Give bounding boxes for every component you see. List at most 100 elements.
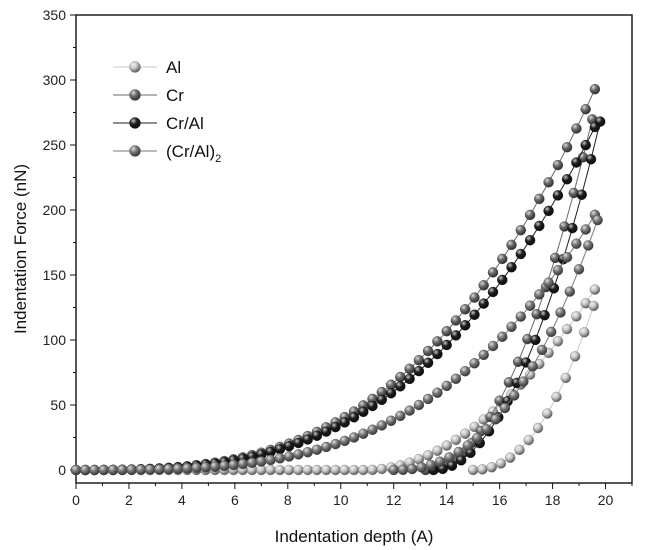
data-point: [552, 336, 564, 347]
data-point: [505, 452, 516, 463]
data-point: [543, 205, 554, 217]
data-point: [416, 462, 427, 473]
data-point: [135, 464, 147, 475]
data-point: [506, 262, 517, 273]
x-tick-label: 4: [178, 492, 186, 508]
data-point: [265, 464, 276, 476]
series-layer: [70, 83, 606, 476]
data-point: [552, 190, 564, 201]
data-point: [515, 224, 526, 236]
data-point: [561, 141, 573, 153]
legend-item: Cr: [113, 86, 184, 105]
data-point: [534, 220, 545, 232]
data-point: [413, 355, 425, 366]
data-point: [407, 463, 418, 475]
data-point: [543, 177, 554, 188]
data-point: [274, 444, 286, 455]
data-point: [265, 454, 276, 466]
data-point: [330, 464, 341, 476]
data-point: [487, 286, 499, 298]
data-point: [514, 444, 525, 456]
y-axis-label: Indentation Force (nN): [11, 164, 30, 334]
data-point: [283, 464, 295, 476]
data-point: [524, 209, 536, 221]
plot-border: [75, 14, 633, 484]
data-point: [348, 464, 360, 476]
y-tick-label: 250: [43, 137, 67, 153]
data-point: [302, 434, 313, 445]
data-point: [471, 432, 483, 444]
data-point: [163, 463, 174, 475]
data-point: [385, 415, 397, 426]
data-point: [413, 365, 425, 377]
data-point: [530, 334, 541, 346]
data-point: [571, 311, 582, 322]
data-point: [395, 410, 406, 422]
data-point: [293, 449, 304, 460]
x-tick-label: 14: [439, 492, 455, 508]
data-point: [478, 280, 489, 291]
data-point: [536, 344, 548, 356]
data-point: [453, 446, 464, 458]
data-point: [490, 414, 501, 425]
legend-label: (Cr/Al)2: [166, 142, 221, 165]
data-point: [274, 453, 286, 464]
y-tick-label: 0: [58, 462, 66, 478]
data-point: [552, 159, 564, 171]
data-point: [376, 394, 387, 405]
data-point: [302, 464, 313, 476]
legend-item: (Cr/Al)2: [113, 142, 221, 165]
data-point: [524, 300, 536, 311]
data-point: [348, 412, 360, 423]
data-point: [534, 289, 545, 300]
data-point: [432, 387, 443, 398]
data-point: [117, 464, 128, 476]
data-point: [311, 464, 323, 476]
data-point: [592, 214, 603, 226]
data-point: [311, 444, 323, 455]
data-point: [425, 459, 436, 471]
data-point: [585, 153, 597, 165]
y-tick-label: 150: [43, 267, 67, 283]
data-point: [311, 430, 323, 441]
data-point: [583, 240, 594, 251]
data-point: [367, 464, 378, 476]
y-tick-label: 200: [43, 202, 67, 218]
data-point: [497, 253, 508, 265]
data-point: [444, 452, 455, 463]
data-point: [460, 320, 471, 331]
data-point: [542, 408, 553, 419]
x-tick-label: 12: [386, 492, 402, 508]
data-point: [70, 464, 82, 476]
data-point: [477, 464, 488, 475]
data-point: [509, 390, 520, 401]
data-point: [527, 361, 538, 372]
legend-marker: [129, 117, 141, 129]
data-point: [358, 464, 369, 476]
x-tick-label: 18: [545, 492, 561, 508]
data-point: [571, 157, 582, 168]
data-point: [579, 327, 590, 338]
data-point: [497, 274, 508, 286]
data-point: [80, 464, 91, 476]
data-point: [413, 399, 425, 411]
x-tick-label: 16: [492, 492, 508, 508]
data-point: [567, 222, 578, 234]
data-point: [481, 424, 492, 435]
data-point: [486, 462, 497, 473]
data-point: [564, 286, 575, 297]
x-tick-label: 10: [333, 492, 349, 508]
data-point: [358, 406, 369, 417]
data-point: [321, 464, 332, 476]
data-point: [441, 339, 452, 351]
x-tick-label: 20: [598, 492, 614, 508]
data-point: [506, 239, 517, 251]
unloading-curve: [473, 305, 595, 471]
loading-curve: [76, 88, 596, 471]
data-point: [595, 116, 606, 127]
data-point: [469, 292, 480, 303]
data-point: [98, 464, 110, 476]
data-point: [441, 440, 452, 451]
data-point: [339, 464, 350, 476]
